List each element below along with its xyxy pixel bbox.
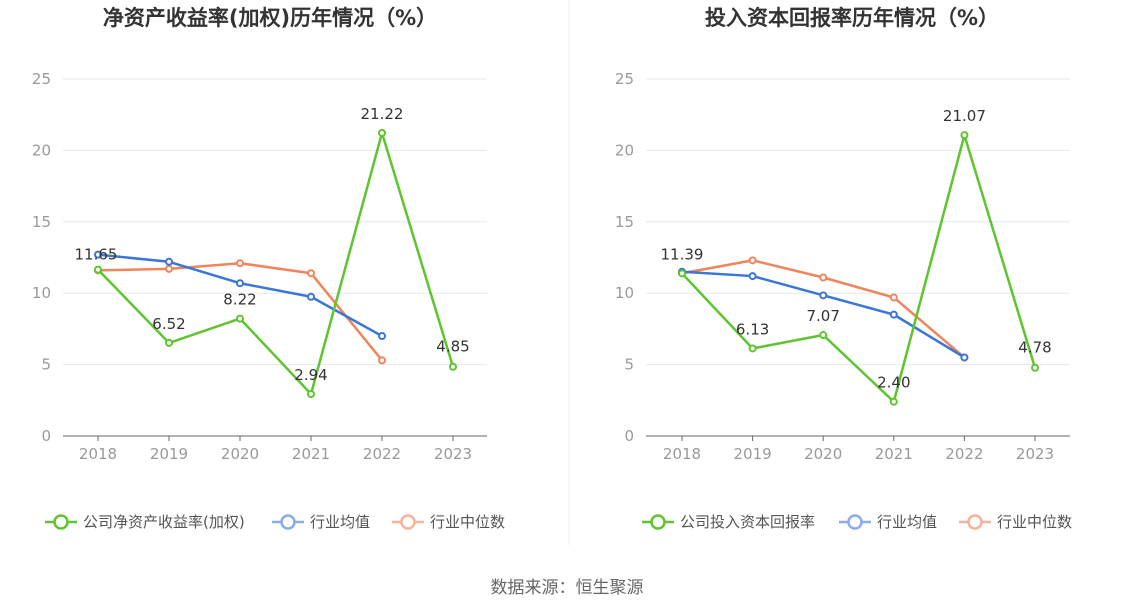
roic-legend-label: 行业均值	[877, 513, 937, 531]
roic-x-tick-label: 2019	[734, 445, 772, 463]
roic-legend-item-1[interactable]: 行业均值	[839, 513, 937, 531]
roe-legend-marker-icon	[53, 514, 69, 530]
roe-y-tick-label: 5	[41, 356, 51, 374]
roe-data-point[interactable]	[378, 332, 386, 341]
roic-y-tick-label: 10	[615, 284, 634, 302]
roe-legend-item-0[interactable]: 公司净资产收益率(加权)	[45, 513, 245, 531]
roe-data-label: 6.52	[152, 315, 185, 333]
roe-data-point[interactable]	[307, 390, 315, 399]
roe-legend-item-2[interactable]: 行业中位数	[392, 513, 505, 531]
roe-data-label: 8.22	[223, 291, 256, 309]
roic-data-point[interactable]	[748, 344, 757, 353]
roe-y-tick-label: 20	[32, 141, 51, 159]
roic-x-tick-label: 2018	[663, 445, 701, 463]
roe-legend-marker-icon	[280, 514, 296, 530]
roe-legend-item-1[interactable]: 行业均值	[272, 513, 370, 531]
roic-data-point[interactable]	[889, 397, 898, 406]
roic-x-tick-label: 2020	[804, 445, 842, 463]
roic-legend-marker-icon	[650, 514, 666, 530]
data-source: 数据来源：恒生聚源	[491, 578, 644, 598]
roe-series-line-0	[97, 131, 455, 396]
roe-data-point[interactable]	[94, 265, 102, 274]
roe-data-point[interactable]	[236, 279, 244, 288]
roe-x-tick-label: 2020	[221, 445, 259, 463]
roe-data-point[interactable]	[307, 269, 315, 278]
roic-chart-panel: 投入资本回报率历年情况（%） 0 5 10 15 20 25 2018 2019 2020 202…	[615, 6, 1072, 531]
roe-x-tick-label: 2023	[434, 445, 472, 463]
roic-y-tick-label: 0	[624, 427, 634, 445]
roe-y-tick-label: 25	[32, 70, 51, 88]
roe-data-label: 2.94	[294, 366, 327, 384]
roe-x-tick-label: 2021	[292, 445, 330, 463]
roe-data-label: 4.85	[436, 338, 469, 356]
roic-data-point[interactable]	[960, 353, 969, 362]
roic-x-tick-label: 2021	[875, 445, 913, 463]
roe-data-point[interactable]	[165, 338, 173, 347]
roic-data-label: 11.39	[661, 245, 704, 263]
roic-legend-marker-icon	[967, 514, 983, 530]
roic-data-label: 2.40	[877, 374, 910, 392]
roe-y-tick-label: 10	[32, 284, 51, 302]
roic-data-point[interactable]	[889, 293, 898, 302]
roe-x-tick-label: 2019	[150, 445, 188, 463]
roe-chart-panel: 净资产收益率(加权)历年情况（%） 0 5 10 15 20 25 2018 2019 2020…	[32, 6, 505, 531]
roic-y-tick-label: 20	[615, 141, 634, 159]
roic-data-point[interactable]	[819, 331, 828, 340]
roic-legend-item-2[interactable]: 行业中位数	[959, 513, 1072, 531]
roic-data-point[interactable]	[960, 131, 969, 140]
roe-data-point[interactable]	[378, 356, 386, 365]
roe-y-tick-label: 15	[32, 213, 51, 231]
roic-chart-title: 投入资本回报率历年情况（%）	[705, 6, 999, 30]
roic-data-label: 4.78	[1018, 339, 1051, 357]
roe-y-tick-label: 0	[41, 427, 51, 445]
roic-data-point[interactable]	[748, 272, 757, 281]
roic-legend-marker-icon	[847, 514, 863, 530]
roic-data-point[interactable]	[889, 310, 898, 319]
roe-x-tick-label: 2018	[79, 445, 117, 463]
roe-data-label: 11.65	[75, 246, 118, 264]
roe-data-point[interactable]	[307, 292, 315, 301]
roic-data-point[interactable]	[819, 291, 828, 300]
roic-x-tick-label: 2023	[1016, 445, 1054, 463]
roe-data-point[interactable]	[165, 257, 173, 266]
roic-legend-label: 行业中位数	[997, 513, 1072, 531]
roic-series-line-0	[681, 133, 1037, 403]
roe-data-point[interactable]	[236, 259, 244, 268]
roic-data-point[interactable]	[678, 269, 686, 278]
roe-data-point[interactable]	[236, 314, 244, 323]
roic-data-point[interactable]	[748, 256, 757, 265]
roe-data-point[interactable]	[165, 264, 173, 273]
roic-data-point[interactable]	[1031, 363, 1039, 372]
roic-y-tick-label: 25	[615, 70, 634, 88]
roe-legend-label: 行业均值	[310, 513, 370, 531]
roe-x-tick-label: 2022	[363, 445, 401, 463]
roe-legend-label: 行业中位数	[430, 513, 505, 531]
roic-data-label: 7.07	[806, 307, 839, 325]
roic-data-point[interactable]	[819, 273, 828, 282]
roic-data-label: 21.07	[943, 107, 986, 125]
roe-legend-label: 公司净资产收益率(加权)	[83, 513, 245, 531]
roic-legend-item-0[interactable]: 公司投入资本回报率	[642, 513, 815, 531]
roe-data-point[interactable]	[94, 250, 102, 259]
roic-data-label: 6.13	[736, 320, 769, 338]
roe-chart-title: 净资产收益率(加权)历年情况（%）	[103, 6, 437, 30]
roe-legend-marker-icon	[400, 514, 416, 530]
roic-y-tick-label: 15	[615, 213, 634, 231]
roic-legend-label: 公司投入资本回报率	[680, 513, 815, 531]
roic-x-tick-label: 2022	[945, 445, 983, 463]
roe-data-point[interactable]	[378, 128, 386, 137]
roic-y-tick-label: 5	[624, 356, 634, 374]
roe-data-point[interactable]	[449, 362, 457, 371]
roe-data-label: 21.22	[361, 105, 404, 123]
